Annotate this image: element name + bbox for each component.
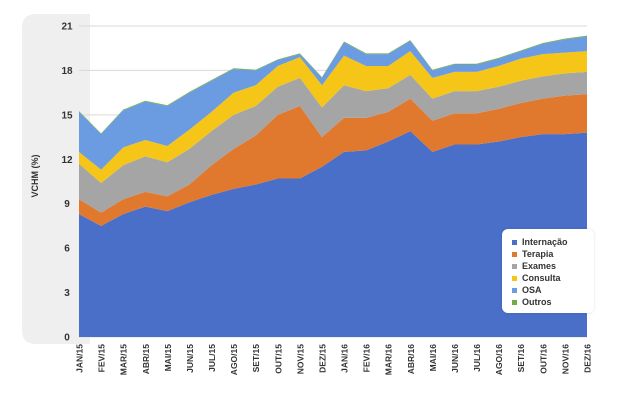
x-tick-label: JAN/15 [75,344,85,373]
legend-swatch-internacao [512,239,517,245]
x-tick-label: JUN/15 [185,344,195,373]
legend-swatch-consulta [512,275,517,281]
y-axis-panel [22,14,90,344]
area-series-consulta [79,51,587,183]
y-tick-label: 6 [64,244,70,255]
x-tick-label: JUL/15 [207,344,217,372]
legend-item-osa: OSA [512,284,542,296]
legend-label-exames: Exames [522,261,557,271]
x-tick-label: JUL/16 [472,344,482,372]
legend-swatch-exames [512,263,517,269]
x-tick-label: ABR/16 [406,344,416,375]
legend-item-internacao: Internação [512,236,568,248]
y-axis-label: VCHM (%) [30,155,40,198]
x-tick-label: NOV/16 [560,344,570,375]
x-tick-label: FEV/15 [97,344,107,373]
legend-label-terapia: Terapia [522,249,554,259]
x-tick-label: SET/15 [251,344,261,373]
legend-item-exames: Exames [512,260,556,272]
x-tick-label: JUN/16 [450,344,460,373]
x-tick-label: ABR/15 [141,344,151,375]
y-tick-label: 3 [64,288,70,299]
x-tick-label: MAI/15 [163,344,173,372]
legend-label-internacao: Internação [522,237,568,247]
y-tick-labels: 0 3 6 9 12 15 18 21 [61,22,73,344]
area-series-osa [79,36,587,170]
x-tick-label: MAR/16 [384,344,394,375]
x-tick-label: FEV/16 [362,344,372,373]
x-tick-label: MAR/15 [119,344,129,375]
legend-swatch-terapia [512,251,517,257]
x-tick-label: AGO/15 [229,344,239,375]
x-tick-label: DEZ/15 [317,344,327,373]
x-tick-label: DEZ/16 [583,344,593,373]
x-tick-label: OUT/16 [538,344,548,374]
area-series-exames [79,71,587,213]
y-tick-label: 18 [61,66,73,77]
y-tick-label: 15 [61,110,73,121]
area-series-outros [79,35,587,135]
y-tick-label: 0 [64,333,70,344]
legend-item-outros: Outros [512,296,552,308]
x-tick-label: SET/16 [516,344,526,373]
legend-label-osa: OSA [522,285,542,295]
x-tick-label: OUT/15 [273,344,283,374]
legend-label-outros: Outros [522,297,552,307]
x-tick-label: JAN/16 [340,344,350,373]
y-tick-label: 9 [64,199,70,210]
x-tick-label: NOV/15 [295,344,305,375]
y-tick-label: 21 [61,22,73,33]
legend-item-consulta: Consulta [512,272,561,284]
legend: Internação Terapia Exames Consulta OSA O… [502,229,594,313]
x-tick-label: MAI/16 [428,344,438,372]
legend-swatch-outros [512,299,517,305]
legend-swatch-osa [512,287,517,293]
y-tick-label: 12 [61,155,73,166]
x-tick-labels: JAN/15 FEV/15 MAR/15 ABR/15 MAI/15 JUN/15 JUL/… [75,344,593,375]
x-tick-label: AGO/16 [494,344,504,375]
legend-item-terapia: Terapia [512,248,553,260]
area-series-interna-o [79,131,587,337]
legend-label-consulta: Consulta [522,273,561,283]
area-series-terapia [79,94,587,226]
stacked-areas [79,35,587,337]
